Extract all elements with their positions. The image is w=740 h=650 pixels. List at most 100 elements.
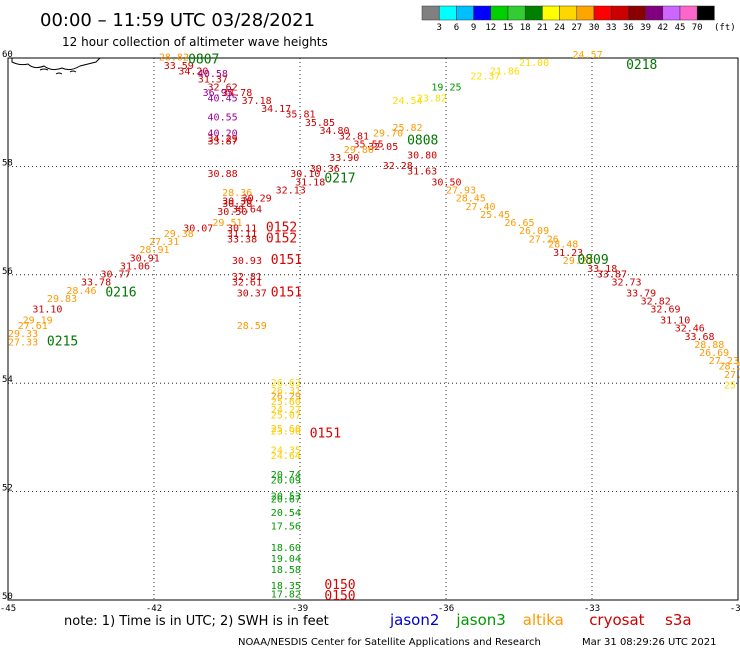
wave-height-label: 32.61 <box>232 278 262 289</box>
colorbar-unit-label: (ft) <box>714 23 736 33</box>
wave-height-label: 23.82 <box>417 93 447 104</box>
y-tick-label: 58 <box>2 158 13 168</box>
axis-ticks: -45 -42 -39 -36 -33 -30 50 52 54 56 58 60 <box>0 50 740 614</box>
wave-height-label: 40.58 <box>198 69 228 80</box>
wave-height-label: 28.82 <box>159 53 189 64</box>
colorbar-tick-label: 6 <box>454 23 459 33</box>
wave-height-label: 31.06 <box>120 261 150 272</box>
wave-height-label: 35.85 <box>305 118 335 129</box>
wave-height-label: 36.95 <box>203 88 233 99</box>
x-tick-label: -39 <box>292 604 308 614</box>
wave-height-label: 28.48 <box>548 240 578 251</box>
wave-height-label: 40.45 <box>208 93 238 104</box>
wave-height-label: 27.93 <box>446 186 476 197</box>
wave-height-label: 27.26 <box>529 234 559 245</box>
pass-time-label: 0151 <box>310 426 341 441</box>
wave-height-label: 31.10 <box>660 316 690 327</box>
colorbar-swatch <box>507 5 526 21</box>
wave-height-label: 40.55 <box>208 112 238 123</box>
x-tick-label: -33 <box>584 604 600 614</box>
colorbar-tick-label: 70 <box>692 23 703 33</box>
wave-height-label: 33.79 <box>626 288 656 299</box>
footer-note: note: 1) Time is in UTC; 2) SWH is in fe… <box>64 614 329 629</box>
footer-timestamp: Mar 31 08:29:26 UTC 2021 <box>582 637 717 648</box>
wave-height-label: 32.28 <box>383 161 413 172</box>
colorbar-swatch <box>662 5 681 21</box>
wave-height-label: 28.59 <box>237 321 267 332</box>
grid <box>8 58 738 600</box>
wave-height-label: 17.82 <box>271 589 301 600</box>
y-tick-label: 60 <box>2 50 13 60</box>
colorbar-tick-label: 27 <box>571 23 582 33</box>
wave-height-label: 19.25 <box>431 83 461 94</box>
colorbar-tick-label: 39 <box>640 23 651 33</box>
wave-height-label: 30.11 <box>227 223 257 234</box>
wave-height-label: 30.77 <box>100 270 130 281</box>
colorbar-swatch <box>456 5 474 21</box>
wave-height-label: 24.64 <box>271 451 301 462</box>
pass-time-label: 0808 <box>407 134 438 149</box>
colorbar-swatch <box>628 5 646 21</box>
wave-height-label: 21.00 <box>519 58 549 69</box>
footer-credit: NOAA/NESDIS Center for Satellite Applica… <box>238 637 541 648</box>
wave-height-label: 34.20 <box>178 66 208 77</box>
wave-height-label: 20.67 <box>271 494 301 505</box>
wave-height-label: 32.46 <box>675 324 705 335</box>
wave-height-label: 32.13 <box>276 186 306 197</box>
colorbar-swatch <box>421 5 440 21</box>
pass-time-label: 0809 <box>577 253 608 268</box>
colorbar-swatch <box>542 5 560 21</box>
wave-height-label: 18.35 <box>271 581 301 592</box>
wave-height-label: 20.74 <box>271 470 301 481</box>
wave-height-label: 26.09 <box>519 226 549 237</box>
pass-time-label: 0151 <box>271 253 302 268</box>
wave-height-label: 31.18 <box>295 177 325 188</box>
wave-height-label: 29.38 <box>164 229 194 240</box>
wave-height-label: 18.60 <box>271 543 301 554</box>
wave-height-label: 27.23 <box>709 356 739 367</box>
wave-height-label: 29.33 <box>8 329 38 340</box>
x-tick-label: -30 <box>730 604 740 614</box>
wave-height-label: 33.78 <box>81 278 111 289</box>
wave-height-label: 26.65 <box>504 218 534 229</box>
wave-height-label: 31.11 <box>227 229 257 240</box>
colorbar-swatch <box>679 5 698 21</box>
wave-height-label: 35.55 <box>354 139 384 150</box>
y-tick-label: 50 <box>2 592 13 602</box>
wave-height-label: 34.29 <box>208 134 238 145</box>
colorbar-tick-label: 18 <box>520 23 531 33</box>
wave-height-label: 30.37 <box>237 288 267 299</box>
wave-height-label: 34.17 <box>261 104 291 115</box>
wave-height-label: 33.18 <box>587 264 617 275</box>
wave-height-label: 30.50 <box>217 207 247 218</box>
pass-time-label: 0152 <box>266 231 297 246</box>
legend-item-altika: altika <box>523 611 564 629</box>
wave-height-label: 22.37 <box>470 72 500 83</box>
data-labels: 28.8233.5934.2040.5831.3732.6236.9534.78… <box>8 50 740 600</box>
wave-height-label: 26.69 <box>699 348 729 359</box>
wave-height-label: 21.86 <box>490 66 520 77</box>
wave-height-label: 32.81 <box>339 131 369 142</box>
colorbar-swatch <box>593 5 612 21</box>
colorbar-tick-label: 15 <box>503 23 514 33</box>
colorbar-tick-label: 33 <box>606 23 617 33</box>
wave-height-label: 30.91 <box>130 253 160 264</box>
coastline <box>11 57 102 75</box>
pass-time-label: 0807 <box>188 52 219 67</box>
colorbar-swatch <box>610 5 629 21</box>
colorbar-tick-label: 21 <box>537 23 548 33</box>
wave-height-label: 17.56 <box>271 522 301 533</box>
legend-item-s3a: s3a <box>665 611 692 629</box>
wave-height-label: 28.88 <box>694 340 724 351</box>
wave-height-label: 20.54 <box>271 508 301 519</box>
wave-height-label: 24.35 <box>271 446 301 457</box>
colorbar-swatch <box>645 5 664 21</box>
wave-height-label: 32.82 <box>641 297 671 308</box>
wave-height-label: 30.30 <box>222 196 252 207</box>
wave-height-label: 24.57 <box>573 50 603 61</box>
wave-height-label: 29.83 <box>47 294 77 305</box>
wave-height-label: 34.80 <box>319 126 349 137</box>
colorbar-swatch <box>473 5 492 21</box>
colorbar-swatch <box>524 5 543 21</box>
